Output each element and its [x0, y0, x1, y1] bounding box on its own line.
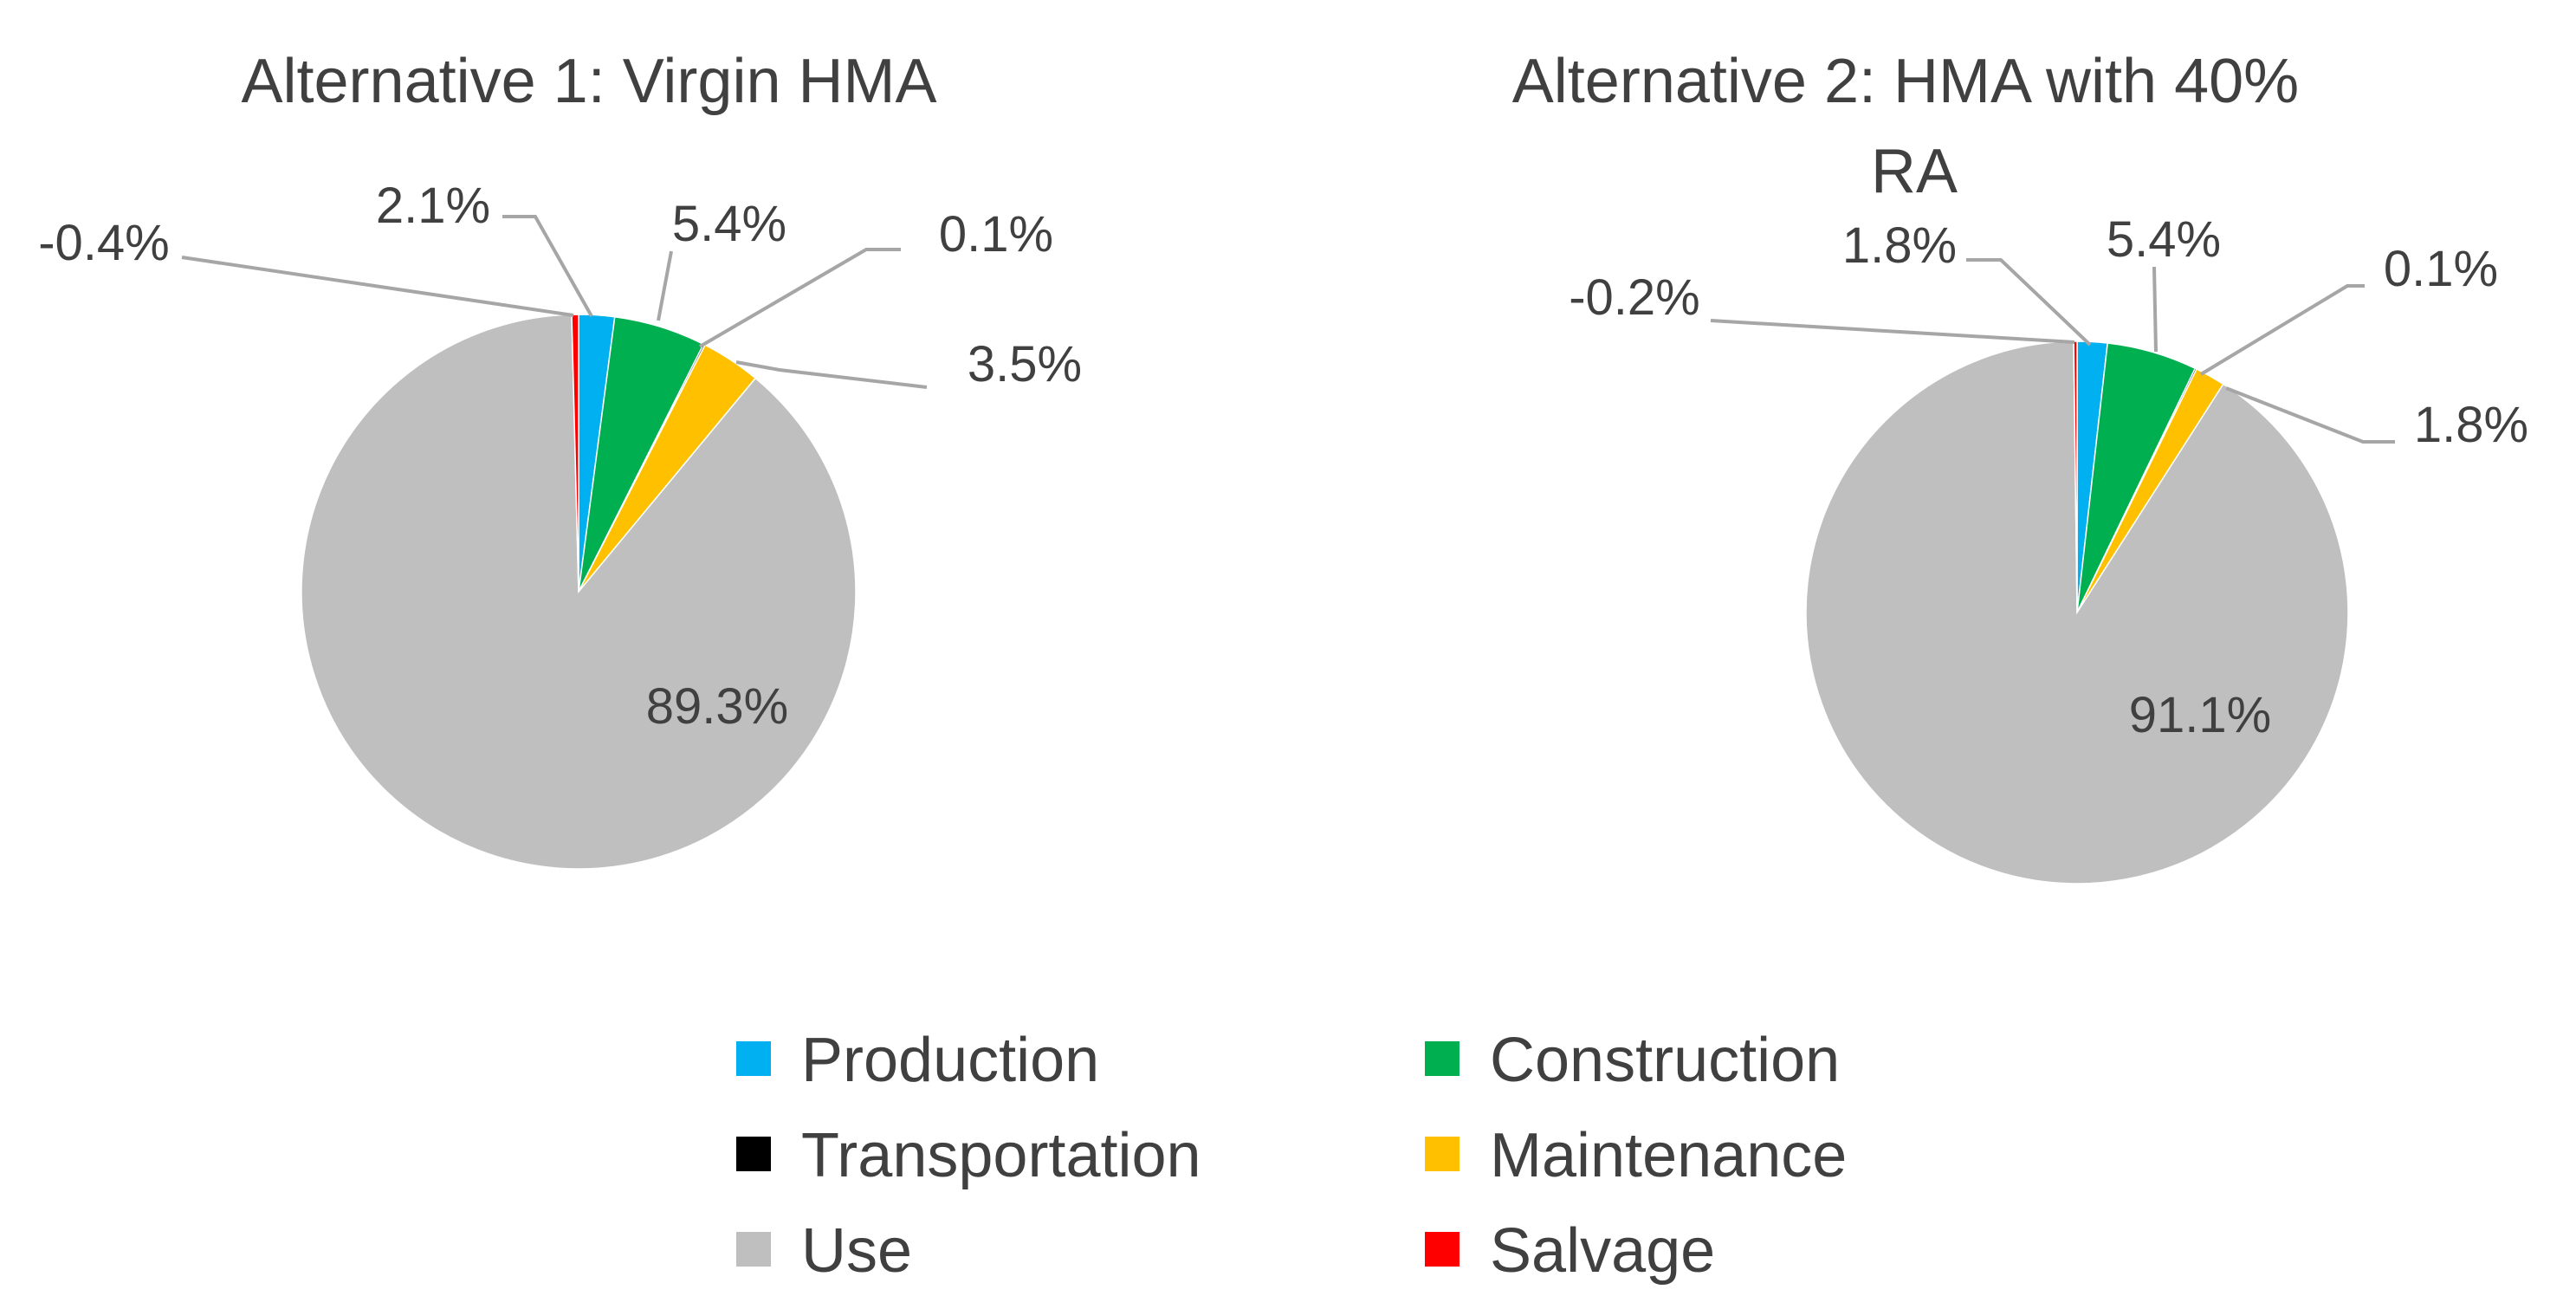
legend-label-salvage: Salvage	[1490, 1216, 1715, 1286]
data-label-salvage: -0.2%	[1569, 269, 1700, 326]
leader-line-construction	[657, 250, 673, 321]
legend-label-maintenance: Maintenance	[1490, 1121, 1847, 1190]
leader-line-production	[1966, 258, 2092, 347]
legend-swatch-maintenance	[1425, 1137, 1460, 1171]
pie-slice-use	[1805, 340, 2349, 885]
data-label-production: 1.8%	[1842, 217, 1957, 274]
data-label-transportation: 0.1%	[939, 206, 1053, 262]
chart-title-alternative-2-line-1: Alternative 2: HMA with 40%	[1512, 47, 2299, 116]
data-label-transportation: 0.1%	[2384, 241, 2498, 297]
legend-label-use: Use	[801, 1216, 912, 1286]
data-label-construction: 5.4%	[2107, 211, 2221, 268]
data-label-use: 91.1%	[2129, 687, 2271, 743]
leader-line-construction	[2152, 266, 2158, 353]
leader-line-salvage	[181, 256, 574, 317]
data-label-construction: 5.4%	[672, 196, 786, 252]
legend-label-construction: Construction	[1490, 1026, 1840, 1095]
pie-alternative-2	[1805, 340, 2349, 885]
chart-title-alternative-2-line-2: RA	[1871, 137, 1958, 206]
chart-title-alternative-2: Alternative 2: HMA with 40% RA	[1512, 47, 2316, 206]
legend-swatch-transportation	[736, 1137, 771, 1171]
leader-line-transportation	[698, 248, 901, 348]
legend: Production Construction Transportation M…	[736, 1026, 1847, 1286]
legend-swatch-salvage	[1425, 1232, 1460, 1267]
legend-label-transportation: Transportation	[801, 1121, 1201, 1190]
data-label-salvage: -0.4%	[38, 215, 170, 271]
leader-line-maintenance	[735, 360, 928, 389]
data-labels-alternative-1: 2.1% 5.4% 0.1% 3.5% 89.3% -0.4%	[38, 178, 1082, 735]
data-label-use: 89.3%	[646, 678, 788, 735]
legend-swatch-production	[736, 1041, 771, 1076]
pie-slice-use	[301, 314, 857, 870]
data-labels-alternative-2: 1.8% 5.4% 0.1% 1.8% 91.1% -0.2%	[1569, 211, 2528, 743]
leader-line-salvage	[1710, 319, 2075, 344]
data-label-maintenance: 1.8%	[2414, 397, 2528, 453]
leader-line-transportation	[2199, 284, 2365, 376]
data-label-maintenance: 3.5%	[968, 336, 1082, 392]
chart-alternative-1: Alternative 1: Virgin HMA 2.1% 5.4% 0.1% 3.…	[38, 47, 1082, 870]
leader-line-production	[502, 215, 593, 317]
pie-alternative-1	[301, 314, 857, 870]
legend-label-production: Production	[801, 1026, 1099, 1095]
legend-swatch-use	[736, 1232, 771, 1267]
data-label-production: 2.1%	[376, 178, 490, 234]
leader-line-maintenance	[2225, 386, 2395, 444]
legend-swatch-construction	[1425, 1041, 1460, 1076]
chart-title-alternative-1: Alternative 1: Virgin HMA	[241, 47, 936, 116]
chart-alternative-2: Alternative 2: HMA with 40% RA 1.8% 5.4% 0…	[1512, 47, 2528, 885]
